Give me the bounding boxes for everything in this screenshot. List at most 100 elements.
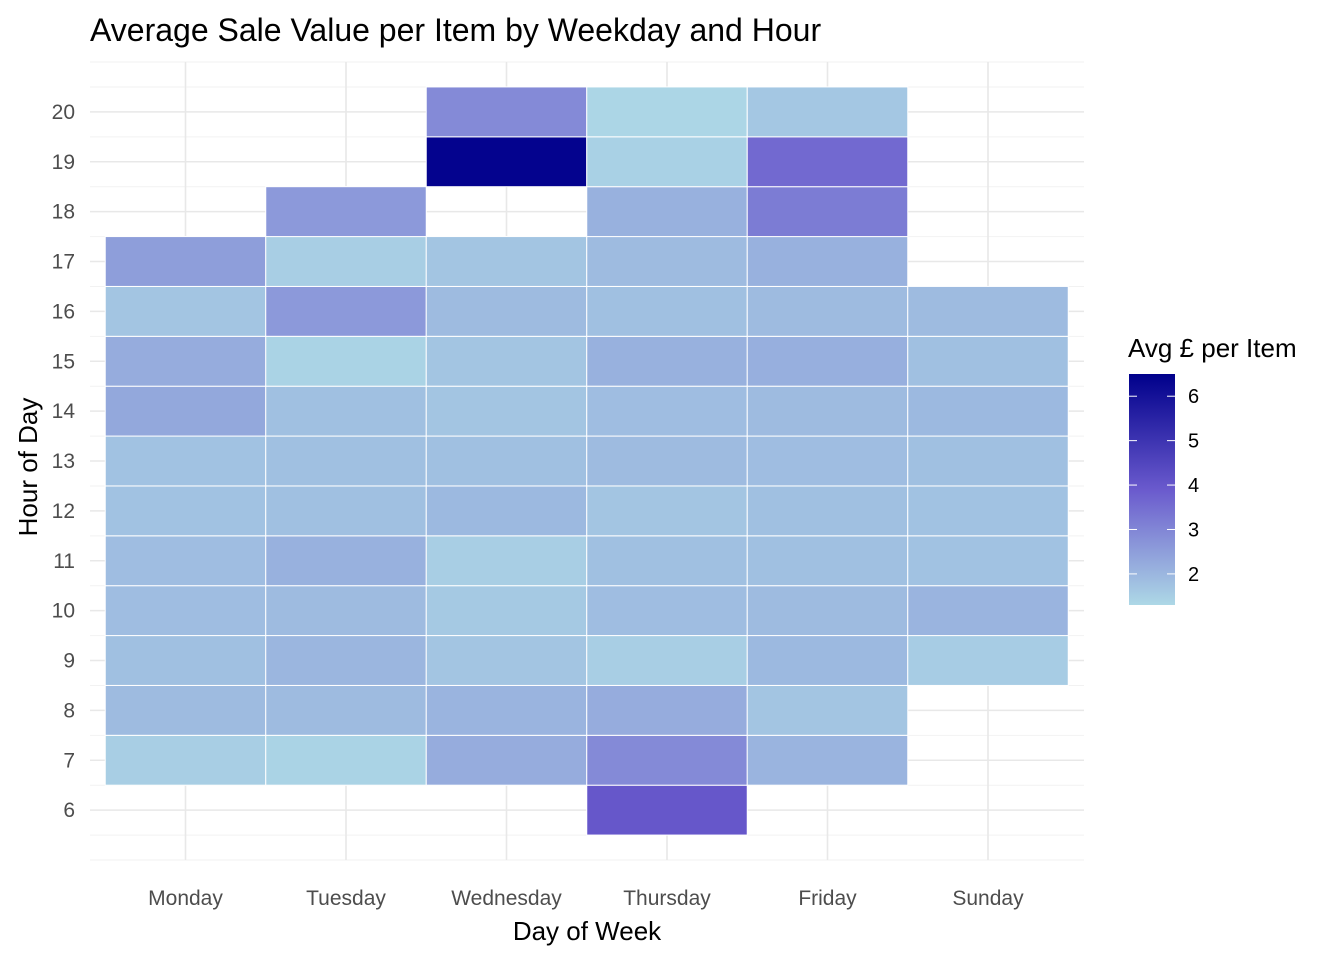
x-tick-label: Tuesday [306,887,386,910]
y-tick-label: 12 [52,500,75,523]
y-tick-label: 14 [52,400,76,423]
legend-title: Avg £ per Item [1128,333,1297,363]
y-tick-labels: 6 7 8 9 10 11 12 13 14 15 16 17 18 19 20 [52,101,76,822]
heatmap-cell [425,136,588,188]
heatmap-cell [104,236,267,287]
heatmap-cell [104,285,267,337]
heatmap-cell [746,335,909,387]
heatmap-cell [425,535,588,587]
heatmap-cell [265,186,427,238]
y-tick-label: 18 [52,201,75,224]
heatmap-cell [425,684,588,736]
heatmap-cell [746,734,909,786]
heatmap-cell [746,635,909,686]
heatmap-cell [104,635,267,686]
heatmap-cell [265,435,427,487]
y-tick-label: 7 [63,749,75,772]
x-tick-labels: Monday Tuesday Wednesday Thursday Friday Sund… [148,887,1024,910]
heatmap-cell [265,485,427,537]
heatmap-cell [746,435,909,487]
heatmap-cell [586,335,748,387]
heatmap-cell [746,236,909,287]
x-tick-label: Wednesday [451,887,562,910]
heatmap-cell [265,236,427,287]
legend-ticks: 2 3 4 5 6 [1129,386,1199,586]
y-tick-label: 16 [52,300,75,323]
legend-tick-label: 6 [1188,386,1199,408]
heatmap-cell [746,136,909,188]
heatmap-cell [425,485,588,537]
heatmap-cell [104,335,267,387]
heatmap-cell [265,285,427,337]
x-tick-label: Thursday [623,887,711,910]
heatmap-cell [265,635,427,686]
y-axis-title: Hour of Day [13,398,43,537]
legend-tick-label: 3 [1188,519,1199,541]
y-tick-label: 17 [52,251,75,274]
heatmap-cell [265,734,427,786]
heatmap-cell [425,435,588,487]
heatmap-cell [907,285,1069,337]
heatmap-cell [586,585,748,637]
heatmap-cell [425,585,588,637]
heatmap-cell [586,285,748,337]
legend-tick-label: 2 [1188,564,1199,586]
heatmap-cell [104,485,267,537]
y-tick-label: 19 [52,151,75,174]
heatmap-cell [265,535,427,587]
color-legend: Avg £ per Item 2 3 4 5 6 [1128,333,1297,605]
heatmap-cell [746,684,909,736]
heatmap-cell [907,485,1069,537]
heatmap-cell [907,435,1069,487]
heatmap-cell [586,435,748,487]
y-tick-label: 6 [63,799,75,822]
heatmap-cell [104,535,267,587]
heatmap-cell [586,485,748,537]
heatmap-cell [425,335,588,387]
heatmap-cell [907,535,1069,587]
heatmap-cell [586,86,748,138]
heatmap-cell [265,385,427,437]
heatmap-cell [586,734,748,786]
heatmap-cell [746,86,909,138]
y-tick-label: 11 [53,550,75,573]
heatmap-cell [746,485,909,537]
heatmap-cell [265,684,427,736]
y-tick-label: 20 [52,101,75,124]
heatmap-cell [586,186,748,238]
heatmap-cell [746,285,909,337]
heatmap-cell [586,535,748,587]
heatmap-cell [746,186,909,238]
heatmap-cell [425,236,588,287]
heatmap-cell [425,285,588,337]
heatmap-cell [907,585,1069,637]
heatmap-cell [104,734,267,786]
y-tick-label: 15 [52,350,75,373]
heatmap-cell [586,684,748,736]
x-tick-label: Monday [148,887,223,910]
legend-tick-label: 5 [1188,431,1199,453]
heatmap-cell [907,335,1069,387]
heatmap-cell [425,734,588,786]
heatmap-cell [425,385,588,437]
heatmap-cell [586,385,748,437]
heatmap-cell [586,136,748,188]
legend-tick-label: 4 [1188,475,1199,497]
y-tick-label: 13 [52,450,75,473]
y-tick-label: 8 [63,699,75,722]
heatmap-cell [104,435,267,487]
heatmap-cell [586,784,748,836]
heatmap-cell [265,335,427,387]
heatmap-cell [907,635,1069,686]
x-tick-label: Friday [798,887,857,910]
heatmap-cell [746,535,909,587]
x-tick-label: Sunday [952,887,1024,910]
heatmap-cell [104,585,267,637]
heatmap-cell [586,635,748,686]
heatmap-cell [265,585,427,637]
y-tick-label: 10 [52,600,75,623]
heatmap-cell [746,385,909,437]
heatmap-cell [425,86,588,138]
heatmap-cell [907,385,1069,437]
